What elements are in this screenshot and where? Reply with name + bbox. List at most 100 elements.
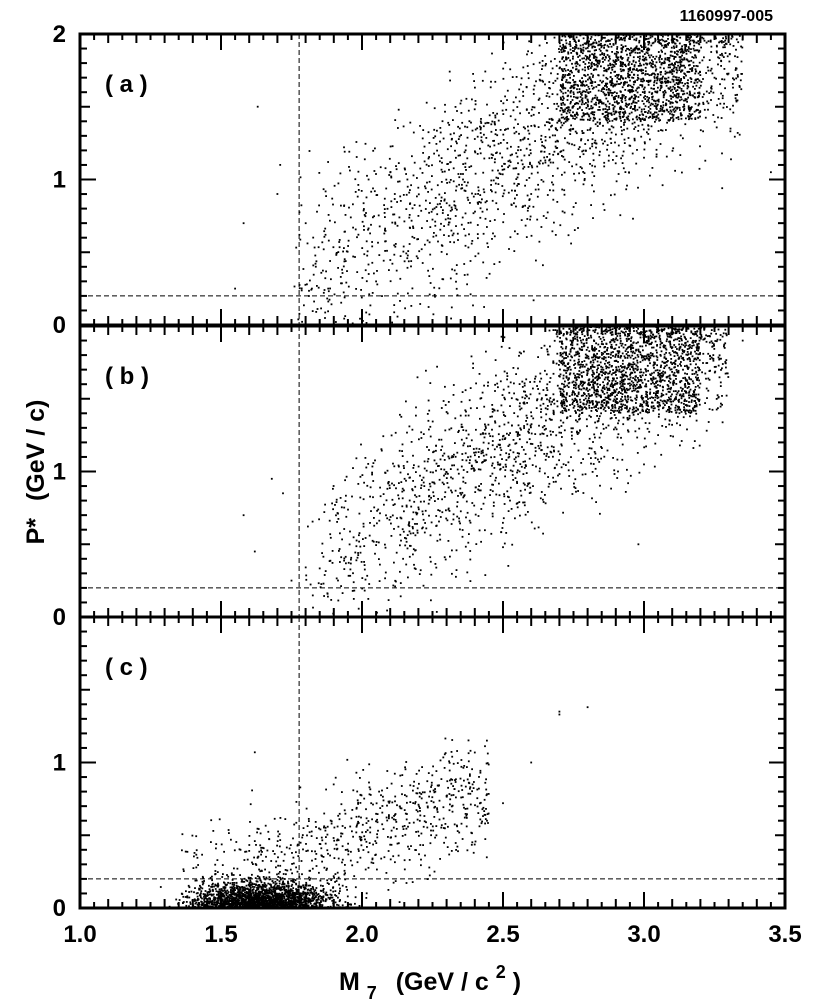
scatter-point [508, 496, 510, 499]
scatter-point [406, 547, 409, 550]
scatter-point [682, 395, 685, 398]
scatter-point [627, 68, 630, 70]
scatter-point [539, 79, 542, 82]
scatter-point [609, 39, 611, 42]
scatter-point [654, 377, 657, 380]
scatter-point [474, 86, 476, 89]
scatter-point [412, 131, 415, 134]
scatter-point [614, 75, 617, 77]
scatter-point [596, 368, 598, 371]
scatter-point [644, 422, 647, 424]
scatter-point [619, 68, 622, 71]
scatter-point [491, 408, 494, 410]
scatter-point [568, 36, 571, 39]
scatter-point [698, 49, 701, 52]
scatter-point [425, 101, 428, 104]
scatter-point [613, 414, 616, 416]
scatter-point [338, 241, 341, 243]
scatter-point [696, 65, 699, 68]
scatter-point [331, 562, 334, 564]
scatter-point [654, 73, 656, 76]
scatter-point [324, 570, 327, 572]
scatter-point [607, 159, 610, 162]
scatter-point [672, 96, 674, 98]
scatter-point [634, 367, 637, 370]
scatter-point [445, 411, 448, 413]
scatter-point [401, 490, 404, 493]
scatter-point [536, 398, 539, 401]
scatter-point [523, 166, 526, 168]
scatter-point [352, 467, 354, 469]
scatter-point [419, 167, 422, 170]
scatter-point [640, 78, 642, 81]
scatter-point [528, 112, 530, 114]
scatter-point [665, 40, 668, 42]
scatter-point [321, 241, 324, 244]
scatter-point [467, 541, 470, 544]
scatter-point [522, 126, 525, 129]
scatter-point [511, 424, 513, 427]
scatter-point [506, 99, 508, 101]
scatter-point [608, 366, 610, 369]
scatter-point [461, 491, 464, 494]
scatter-point [690, 80, 693, 83]
scatter-point [631, 90, 633, 93]
scatter-point [652, 60, 654, 63]
scatter-point [548, 118, 551, 121]
scatter-point [434, 197, 437, 199]
scatter-point [487, 423, 490, 426]
scatter-point [719, 385, 722, 387]
scatter-point [674, 169, 676, 172]
scatter-point [632, 118, 634, 121]
scatter-point [386, 469, 389, 472]
scatter-point [626, 53, 628, 56]
scatter-point [688, 357, 691, 359]
scatter-point [615, 369, 618, 372]
scatter-point [497, 208, 499, 211]
scatter-point [678, 56, 681, 58]
scatter-point [713, 366, 716, 368]
scatter-point [659, 66, 662, 69]
scatter-point [631, 36, 634, 38]
scatter-point [559, 45, 562, 48]
scatter-point [689, 68, 692, 70]
scatter-point [595, 146, 597, 149]
scatter-point [694, 117, 697, 120]
scatter-point [611, 82, 614, 85]
scatter-point [658, 61, 661, 63]
scatter-point [507, 160, 510, 163]
scatter-point [408, 555, 411, 558]
scatter-point [578, 146, 581, 148]
scatter-point [673, 107, 676, 110]
scatter-point [476, 224, 479, 226]
scatter-point [565, 39, 567, 42]
scatter-point [587, 397, 590, 399]
scatter-point [401, 487, 404, 490]
scatter-point [713, 344, 715, 347]
scatter-point [598, 118, 601, 121]
scatter-point [469, 260, 472, 262]
scatter-point [594, 457, 597, 459]
scatter-point [637, 413, 639, 416]
scatter-point [627, 70, 630, 73]
scatter-point [429, 560, 432, 563]
scatter-point [606, 144, 609, 146]
scatter-point [684, 378, 687, 380]
scatter-point [541, 432, 544, 435]
scatter-point [565, 81, 567, 83]
scatter-point [665, 155, 668, 158]
scatter-point [612, 372, 615, 374]
scatter-point [631, 354, 634, 357]
scatter-point [459, 102, 462, 105]
scatter-point [707, 40, 710, 43]
scatter-point [635, 47, 637, 49]
scatter-point [643, 446, 646, 449]
scatter-point [561, 155, 563, 157]
scatter-point [623, 121, 625, 124]
scatter-point [603, 69, 606, 72]
scatter-point [589, 117, 592, 120]
scatter-point [455, 549, 458, 552]
scatter-point [490, 189, 492, 191]
scatter-point [549, 418, 552, 421]
scatter-point [544, 55, 547, 57]
